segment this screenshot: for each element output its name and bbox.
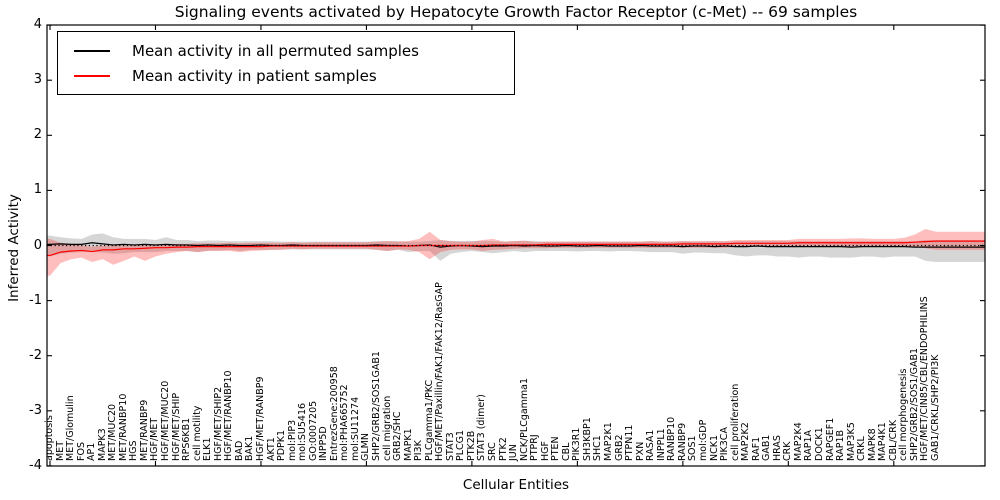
x-tick-label: GAB1: [761, 434, 773, 461]
x-tick-label: AKT1: [265, 437, 277, 461]
x-axis-label: Cellular Entities: [462, 477, 570, 493]
x-tick-label: mol:GDP: [697, 419, 709, 461]
x-tick-label: AP1: [86, 442, 98, 461]
patient-band: [47, 228, 985, 276]
legend-entry-permuted: Mean activity in all permuted samples: [70, 42, 502, 60]
x-tick-label: PLCG1: [455, 429, 467, 461]
y-tick-label: 3: [33, 72, 42, 88]
x-tick-label: RAP1B: [835, 429, 847, 461]
x-tick-label: PDPK1: [276, 429, 288, 461]
x-tick-label: PIK3CA: [719, 427, 731, 461]
x-tick-label: PI3K: [413, 440, 425, 461]
x-tick-label: mol:SU5416: [297, 402, 309, 461]
x-tick-label: MAP4K1: [877, 422, 889, 461]
legend-label-permuted: Mean activity in all permuted samples: [132, 41, 419, 60]
x-tick-label: SOS1: [687, 435, 699, 461]
x-tick-label: MET/Glomulin: [65, 395, 77, 461]
x-tick-label: apoptosis: [44, 415, 55, 461]
permuted-line-swatch: [74, 49, 110, 52]
x-tick-label: JUN: [508, 444, 520, 461]
x-tick-label: RPS6KB1: [181, 417, 193, 461]
legend: Mean activity in all permuted samples Me…: [57, 31, 515, 95]
y-tick-label: -3: [29, 402, 42, 418]
x-tick-label: PTPRJ: [529, 434, 541, 461]
patient-line-swatch: [74, 74, 110, 77]
x-tick-label: HGF/MET/Paxillin/FAK1/FAK12/RasGAP: [434, 282, 446, 461]
patient-mean-line: [47, 240, 985, 257]
x-tick-label: HGS: [128, 440, 140, 461]
legend-entry-patient: Mean activity in patient samples: [70, 67, 502, 85]
x-tick-label: BAK1: [244, 435, 256, 461]
x-tick-label: HGF/MET/RANBP9: [254, 376, 266, 461]
x-tick-label: SHC1: [592, 435, 604, 461]
x-tick-label: RASA1: [645, 429, 657, 461]
y-tick-label: 1: [33, 182, 42, 198]
y-tick-label: 0: [33, 237, 42, 253]
chart-title: Signaling events activated by Hepatocyte…: [174, 3, 858, 21]
x-tick-label: SRC: [487, 442, 498, 461]
x-tick-label: CRKL: [856, 436, 868, 461]
y-tick-label: -2: [29, 347, 42, 363]
y-tick-label: 2: [33, 127, 42, 143]
x-tick-label: STAT3 (dimer): [476, 394, 488, 461]
x-tick-label: PTPN11: [624, 424, 636, 461]
x-tick-label: ELK1: [202, 437, 214, 461]
x-tick-label: HGF/MET/RANBP10: [223, 370, 235, 461]
x-tick-label: RAP1A: [803, 430, 815, 461]
x-tick-label: DOCK1: [813, 427, 825, 461]
x-tick-label: MAP2K2: [740, 422, 752, 461]
x-tick-label: HGF/MET/CIN85/CBL/ENDOPHILINS: [919, 296, 931, 461]
plot-border: [46, 24, 986, 467]
permuted-band: [47, 233, 985, 263]
x-tick-label: HGF/MET/MUC20: [160, 380, 172, 461]
x-tick-label: PIK3R1: [571, 427, 583, 461]
x-tick-label: GRB2/SHC: [392, 411, 404, 461]
permuted-mean-line: [47, 242, 985, 248]
x-tick-label: RANBP10: [666, 416, 678, 461]
x-tick-label: MAP2K1: [603, 422, 615, 461]
legend-label-patient: Mean activity in patient samples: [132, 66, 377, 85]
x-tick-label: HGF/MET: [149, 417, 161, 461]
x-tick-label: NCK1: [708, 434, 720, 461]
x-tick-label: cell morphogenesis: [898, 368, 910, 461]
y-tick-label: -4: [29, 457, 42, 473]
x-tick-label: GLMN: [360, 433, 372, 461]
x-tick-label: INPP5D: [318, 426, 330, 461]
x-tick-label: PTEN: [550, 436, 562, 461]
x-tick-label: GAB1/CRKL/SHP2/PI3K: [930, 354, 941, 461]
x-tick-label: SHP2/GRB2/SOS1GAB1: [370, 351, 382, 461]
x-tick-label: mol:PHA665752: [339, 384, 351, 461]
x-tick-label: MET/MUC20: [107, 403, 119, 461]
y-tick-label: -1: [29, 292, 42, 308]
x-tick-label: CRK: [782, 441, 794, 461]
y-tick-label: 4: [33, 17, 42, 33]
